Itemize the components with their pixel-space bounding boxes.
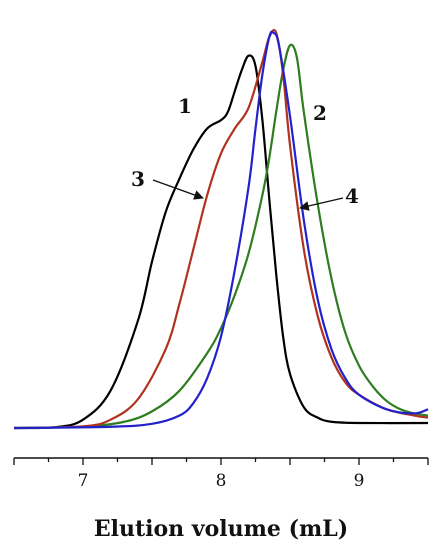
series-line-2 [13,43,429,430]
x-tick-label: 9 [354,471,365,491]
curve-annotations: 1 2 3 4 [131,94,359,211]
series-line-1 [13,54,429,430]
x-tick-label: 7 [78,471,89,491]
x-tick-label: 8 [216,471,227,491]
x-axis-title: Elution volume (mL) [94,516,348,542]
curve-label-2: 2 [313,101,327,125]
series-line-3 [13,28,429,430]
curves-layer [13,28,429,430]
curve-label-1: 1 [178,94,192,118]
curve-label-4: 4 [345,184,359,208]
annotation-arrow-3 [152,179,204,200]
x-axis-ticks: 7 8 9 [13,458,429,491]
curve-label-3: 3 [131,167,145,191]
series-line-4 [13,30,429,430]
annotation-arrow-4 [299,197,344,211]
